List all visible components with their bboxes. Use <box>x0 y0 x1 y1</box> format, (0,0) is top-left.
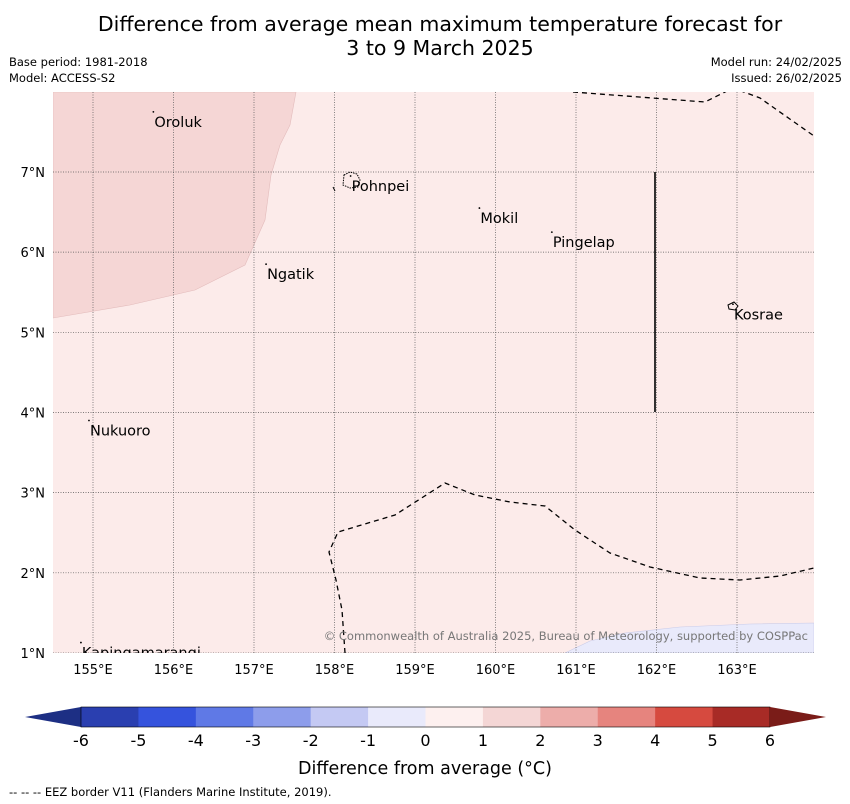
colorbar-cell <box>597 707 656 727</box>
colorbar-tick-label: -5 <box>130 731 146 750</box>
colorbar-cell <box>195 707 254 727</box>
colorbar-tick-label: -2 <box>303 731 319 750</box>
latitude-label: 6°N <box>21 246 46 261</box>
colorbar-tick-label: 1 <box>478 731 488 750</box>
longitude-label: 158°E <box>315 663 355 678</box>
colorbar-under-extension <box>25 707 81 727</box>
place-labels: Oroluk Pohnpei Mokil Pingelap Ngatik Kosrae Nu… <box>80 110 783 662</box>
latitude-labels: 7°N 6°N 5°N 4°N 3°N 2°N 1°N <box>21 166 46 662</box>
longitude-label: 156°E <box>154 663 194 678</box>
place-label: Ngatik <box>267 267 315 283</box>
model-run: Model run: 24/02/2025 <box>710 55 842 69</box>
colorbar-cell <box>482 707 541 727</box>
latitude-label: 7°N <box>21 166 46 181</box>
place-label: Kapingamarangi <box>82 646 201 662</box>
colorbar-tick-label: 0 <box>420 731 430 750</box>
pohnpei-island-outline <box>342 171 361 189</box>
longitude-label: 162°E <box>637 663 677 678</box>
place-label: Pingelap <box>553 235 615 251</box>
colorbar-cell <box>138 707 197 727</box>
longitude-label: 159°E <box>395 663 435 678</box>
issued-date: Issued: 26/02/2025 <box>731 71 842 85</box>
place-label: Nukuoro <box>90 424 151 440</box>
colorbar-cell <box>368 707 426 727</box>
colorbar-cell <box>425 707 484 727</box>
map-area[interactable]: Oroluk Pohnpei Mokil Pingelap Ngatik Kosrae Nu… <box>53 88 814 662</box>
colorbar-tick-label: -3 <box>245 731 261 750</box>
map-title: Difference from average mean maximum tem… <box>40 12 840 60</box>
colorbar-tick-label: -6 <box>73 731 89 750</box>
place-label: Oroluk <box>154 115 202 131</box>
anomaly-band-minus1-to-0 <box>564 622 814 653</box>
longitude-label: 155°E <box>73 663 113 678</box>
colorbar-tick-labels: -6 -5 -4 -3 -2 -1 0 1 2 3 4 5 6 <box>73 731 775 750</box>
colorbar-cell <box>81 707 139 727</box>
colorbar-tick-label: -4 <box>188 731 204 750</box>
longitude-label: 157°E <box>234 663 274 678</box>
graticule <box>53 92 814 653</box>
colorbar-tick-label: 5 <box>707 731 717 750</box>
colorbar-over-extension <box>770 707 826 727</box>
place-marker <box>478 207 481 209</box>
islet-outline <box>332 186 336 192</box>
colorbar-cell <box>310 707 369 727</box>
colorbar-tick-label: 2 <box>535 731 545 750</box>
colorbar-cell <box>712 707 771 727</box>
latitude-label: 5°N <box>21 326 46 341</box>
place-marker <box>80 641 82 644</box>
place-marker <box>265 263 267 266</box>
colorbar-label: Difference from average (°C) <box>298 759 552 779</box>
model-name: Model: ACCESS-S2 <box>9 71 116 85</box>
latitude-label: 3°N <box>21 487 46 502</box>
place-label: Pohnpei <box>352 179 410 195</box>
eez-legend-footer: -- -- -- EEZ border V11 (Flanders Marine… <box>9 785 332 799</box>
longitude-label: 163°E <box>717 663 757 678</box>
place-marker <box>88 419 90 422</box>
place-marker <box>349 175 352 177</box>
title-line-2: 3 to 9 March 2025 <box>346 36 534 60</box>
anomaly-band-1-to-2 <box>53 92 297 319</box>
place-marker <box>152 110 155 113</box>
colorbar-tick-label: 4 <box>650 731 660 750</box>
latitude-label: 2°N <box>21 567 46 582</box>
colorbar-tick-label: 3 <box>593 731 603 750</box>
colorbar-tick-label: 6 <box>765 731 775 750</box>
latitude-label: 4°N <box>21 406 46 421</box>
latitude-label: 1°N <box>21 647 46 662</box>
colorbar-cell <box>540 707 599 727</box>
eez-border-south <box>328 482 814 653</box>
title-line-1: Difference from average mean maximum tem… <box>97 12 783 36</box>
model-info: Base period: 1981-2018 Model: ACCESS-S2 <box>9 54 148 86</box>
place-marker <box>732 303 734 306</box>
place-label: Mokil <box>480 211 518 227</box>
kosrae-island-outline <box>727 301 739 311</box>
longitude-label: 160°E <box>476 663 516 678</box>
place-label: Kosrae <box>734 307 783 323</box>
colorbar: -6 -5 -4 -3 -2 -1 0 1 2 3 4 5 6 Difference from aver… <box>25 706 826 779</box>
copyright-notice: © Commonwealth of Australia 2025, Bureau… <box>324 629 808 643</box>
place-marker <box>550 231 553 234</box>
longitude-label: 161°E <box>556 663 596 678</box>
longitude-labels: 155°E 156°E 157°E 158°E 159°E 160°E 161°E 162°E… <box>73 663 757 678</box>
run-info: Model run: 24/02/2025 Issued: 26/02/2025 <box>711 54 842 86</box>
base-period: Base period: 1981-2018 <box>9 55 148 69</box>
colorbar-cell <box>253 707 312 727</box>
colorbar-cells <box>80 706 771 728</box>
colorbar-cell <box>655 707 714 727</box>
colorbar-tick-label: -1 <box>360 731 376 750</box>
